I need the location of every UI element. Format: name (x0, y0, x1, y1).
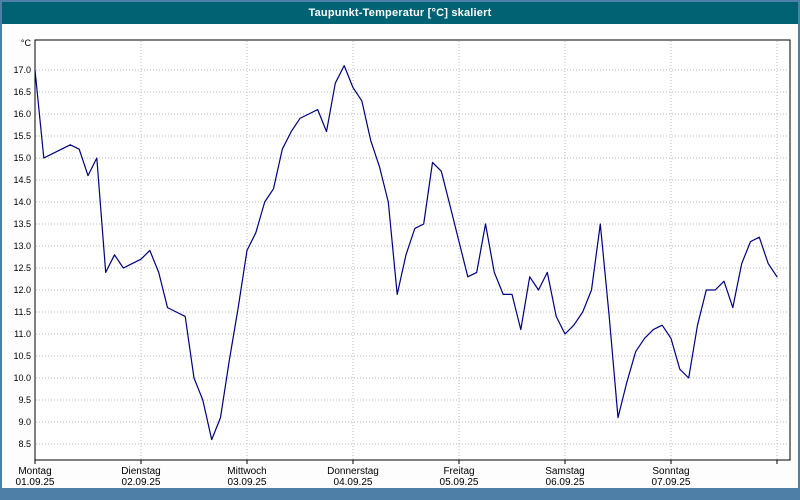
y-axis-tick-label: 9.5 (18, 395, 31, 405)
x-axis-date-label: 01.09.25 (16, 477, 55, 488)
y-axis-tick-label: 10.5 (13, 351, 31, 361)
y-axis-tick-label: 11.0 (14, 329, 31, 339)
x-axis-day-label: Montag (18, 466, 51, 477)
x-axis-date-label: 03.09.25 (228, 477, 267, 488)
dewpoint-line-chart: 8.5 9.0 9.5 10.0 10.5 11.0 11.5 12.0 12.5 13.0 13.… (2, 24, 798, 488)
x-axis-day-label: Dienstag (121, 466, 160, 477)
x-axis-date-label: 07.09.25 (652, 477, 691, 488)
chart-title: Taupunkt-Temperatur [°C] skaliert (308, 7, 492, 19)
y-axis-tick-label: 8.5 (18, 439, 31, 449)
y-axis-tick-label: 11.5 (14, 307, 31, 317)
x-axis-day-label: Donnerstag (327, 466, 379, 477)
x-axis-date-label: 02.09.25 (122, 477, 161, 488)
temperature-line (34, 64, 778, 441)
y-axis-unit-label: °C (21, 38, 32, 48)
title-bar: Taupunkt-Temperatur [°C] skaliert (2, 2, 798, 24)
plot-area (34, 39, 791, 461)
y-axis-tick-label: 17.0 (13, 65, 31, 75)
y-axis-tick-label: 10.0 (13, 373, 31, 383)
x-axis-day-label: Samstag (545, 466, 584, 477)
x-axis-date-label: 06.09.25 (546, 477, 585, 488)
bottom-bar (2, 488, 798, 498)
y-axis-tick-label: 12.0 (13, 285, 31, 295)
y-axis-tick-label: 14.0 (13, 197, 31, 207)
y-axis-tick-label: 13.5 (13, 219, 31, 229)
x-axis-day-label: Mittwoch (227, 466, 266, 477)
x-axis-date-label: 04.09.25 (334, 477, 373, 488)
y-axis-tick-label: 15.0 (13, 153, 31, 163)
y-axis-tick-label: 14.5 (13, 175, 31, 185)
x-axis-day-label: Freitag (443, 466, 474, 477)
y-axis-tick-label: 9.0 (18, 417, 31, 427)
y-axis-tick-label: 16.5 (13, 87, 31, 97)
y-axis-tick-label: 15.5 (13, 131, 31, 141)
y-axis-tick-label: 16.0 (13, 109, 31, 119)
y-axis-tick-label: 12.5 (13, 263, 31, 273)
x-axis-date-label: 05.09.25 (440, 477, 479, 488)
y-axis-tick-label: 13.0 (13, 241, 31, 251)
x-axis-day-label: Sonntag (652, 466, 689, 477)
